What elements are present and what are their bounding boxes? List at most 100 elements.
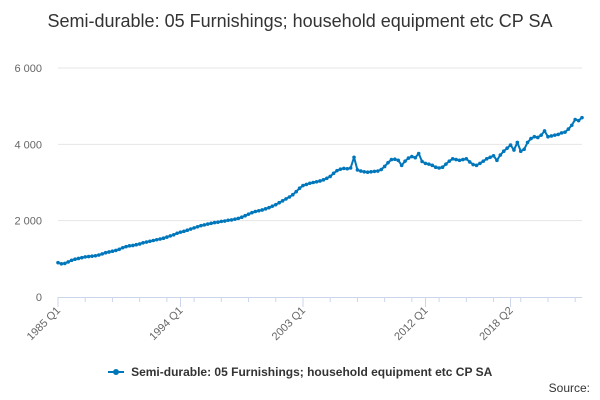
data-point[interactable] bbox=[124, 244, 128, 249]
data-point[interactable] bbox=[151, 238, 156, 243]
data-point[interactable] bbox=[260, 208, 264, 212]
data-point[interactable] bbox=[542, 129, 547, 133]
data-point[interactable] bbox=[546, 134, 550, 139]
data-point[interactable] bbox=[420, 159, 424, 164]
data-point[interactable] bbox=[427, 162, 431, 166]
data-point[interactable] bbox=[182, 229, 186, 234]
data-point[interactable] bbox=[505, 146, 509, 150]
data-point[interactable] bbox=[76, 256, 81, 261]
data-point[interactable] bbox=[355, 168, 360, 172]
data-point[interactable] bbox=[168, 234, 173, 238]
data-point[interactable] bbox=[236, 216, 241, 221]
data-point[interactable] bbox=[318, 179, 322, 183]
data-point[interactable] bbox=[233, 217, 237, 221]
data-point[interactable] bbox=[539, 133, 543, 137]
data-point[interactable] bbox=[294, 189, 298, 194]
data-point[interactable] bbox=[369, 170, 373, 174]
data-point[interactable] bbox=[171, 232, 176, 237]
data-point[interactable] bbox=[461, 157, 465, 162]
data-point[interactable] bbox=[348, 166, 353, 170]
data-point[interactable] bbox=[246, 212, 251, 216]
data-point[interactable] bbox=[464, 157, 469, 161]
data-point[interactable] bbox=[559, 131, 564, 135]
data-point[interactable] bbox=[202, 223, 207, 227]
data-point[interactable] bbox=[437, 166, 441, 170]
data-point[interactable] bbox=[175, 231, 179, 236]
data-point[interactable] bbox=[416, 151, 421, 156]
data-point[interactable] bbox=[216, 220, 220, 224]
data-point[interactable] bbox=[117, 247, 122, 252]
data-point[interactable] bbox=[467, 160, 472, 164]
data-point[interactable] bbox=[529, 136, 533, 141]
data-point[interactable] bbox=[501, 149, 506, 153]
data-point[interactable] bbox=[195, 224, 200, 229]
data-point[interactable] bbox=[474, 163, 479, 168]
data-point[interactable] bbox=[144, 240, 149, 244]
data-point[interactable] bbox=[457, 158, 462, 163]
data-point[interactable] bbox=[512, 148, 516, 152]
data-point[interactable] bbox=[229, 218, 234, 222]
data-point[interactable] bbox=[107, 250, 111, 254]
data-point[interactable] bbox=[376, 169, 380, 173]
data-point[interactable] bbox=[433, 165, 438, 170]
data-point[interactable] bbox=[188, 227, 193, 231]
data-point[interactable] bbox=[515, 140, 520, 145]
data-point[interactable] bbox=[566, 127, 571, 131]
data-point[interactable] bbox=[338, 167, 343, 171]
data-point[interactable] bbox=[365, 170, 370, 174]
data-point[interactable] bbox=[345, 166, 350, 171]
data-point[interactable] bbox=[141, 241, 145, 245]
data-point[interactable] bbox=[396, 158, 401, 163]
data-point[interactable] bbox=[314, 179, 319, 184]
data-point[interactable] bbox=[267, 205, 271, 210]
data-point[interactable] bbox=[335, 168, 339, 173]
data-point[interactable] bbox=[552, 133, 557, 137]
data-point[interactable] bbox=[423, 161, 428, 166]
data-point[interactable] bbox=[410, 154, 414, 159]
data-point[interactable] bbox=[239, 215, 244, 220]
data-point[interactable] bbox=[491, 153, 496, 158]
data-point[interactable] bbox=[301, 183, 305, 188]
data-point[interactable] bbox=[522, 147, 526, 152]
data-point[interactable] bbox=[273, 202, 278, 207]
data-point[interactable] bbox=[290, 192, 295, 197]
data-point[interactable] bbox=[321, 178, 326, 182]
data-point[interactable] bbox=[450, 157, 455, 161]
data-point[interactable] bbox=[131, 243, 135, 248]
data-point[interactable] bbox=[86, 254, 91, 259]
data-point[interactable] bbox=[532, 134, 537, 139]
data-point[interactable] bbox=[148, 239, 152, 244]
data-point[interactable] bbox=[253, 209, 258, 214]
data-point[interactable] bbox=[161, 236, 166, 241]
data-point[interactable] bbox=[199, 223, 203, 228]
data-point[interactable] bbox=[406, 156, 411, 160]
data-point[interactable] bbox=[284, 197, 288, 201]
data-point[interactable] bbox=[576, 118, 581, 123]
data-point[interactable] bbox=[263, 207, 268, 211]
data-point[interactable] bbox=[277, 200, 281, 205]
data-point[interactable] bbox=[440, 165, 445, 170]
data-point[interactable] bbox=[222, 219, 227, 223]
data-point[interactable] bbox=[379, 167, 384, 172]
data-point[interactable] bbox=[134, 242, 139, 247]
data-point[interactable] bbox=[127, 244, 132, 248]
data-point[interactable] bbox=[525, 140, 530, 145]
data-point[interactable] bbox=[413, 155, 418, 160]
data-point[interactable] bbox=[120, 245, 125, 250]
data-point[interactable] bbox=[243, 213, 247, 218]
data-point[interactable] bbox=[114, 248, 118, 253]
data-point[interactable] bbox=[311, 180, 315, 185]
data-point[interactable] bbox=[393, 157, 397, 162]
data-point[interactable] bbox=[549, 134, 554, 138]
data-point[interactable] bbox=[352, 155, 356, 160]
data-point[interactable] bbox=[165, 235, 169, 239]
data-point[interactable] bbox=[205, 222, 210, 226]
data-point[interactable] bbox=[93, 253, 98, 258]
data-point[interactable] bbox=[219, 219, 224, 224]
data-point[interactable] bbox=[389, 157, 394, 162]
data-point[interactable] bbox=[73, 257, 77, 262]
data-point[interactable] bbox=[110, 249, 115, 253]
data-point[interactable] bbox=[573, 117, 577, 122]
data-point[interactable] bbox=[481, 159, 486, 163]
data-point[interactable] bbox=[372, 169, 377, 174]
